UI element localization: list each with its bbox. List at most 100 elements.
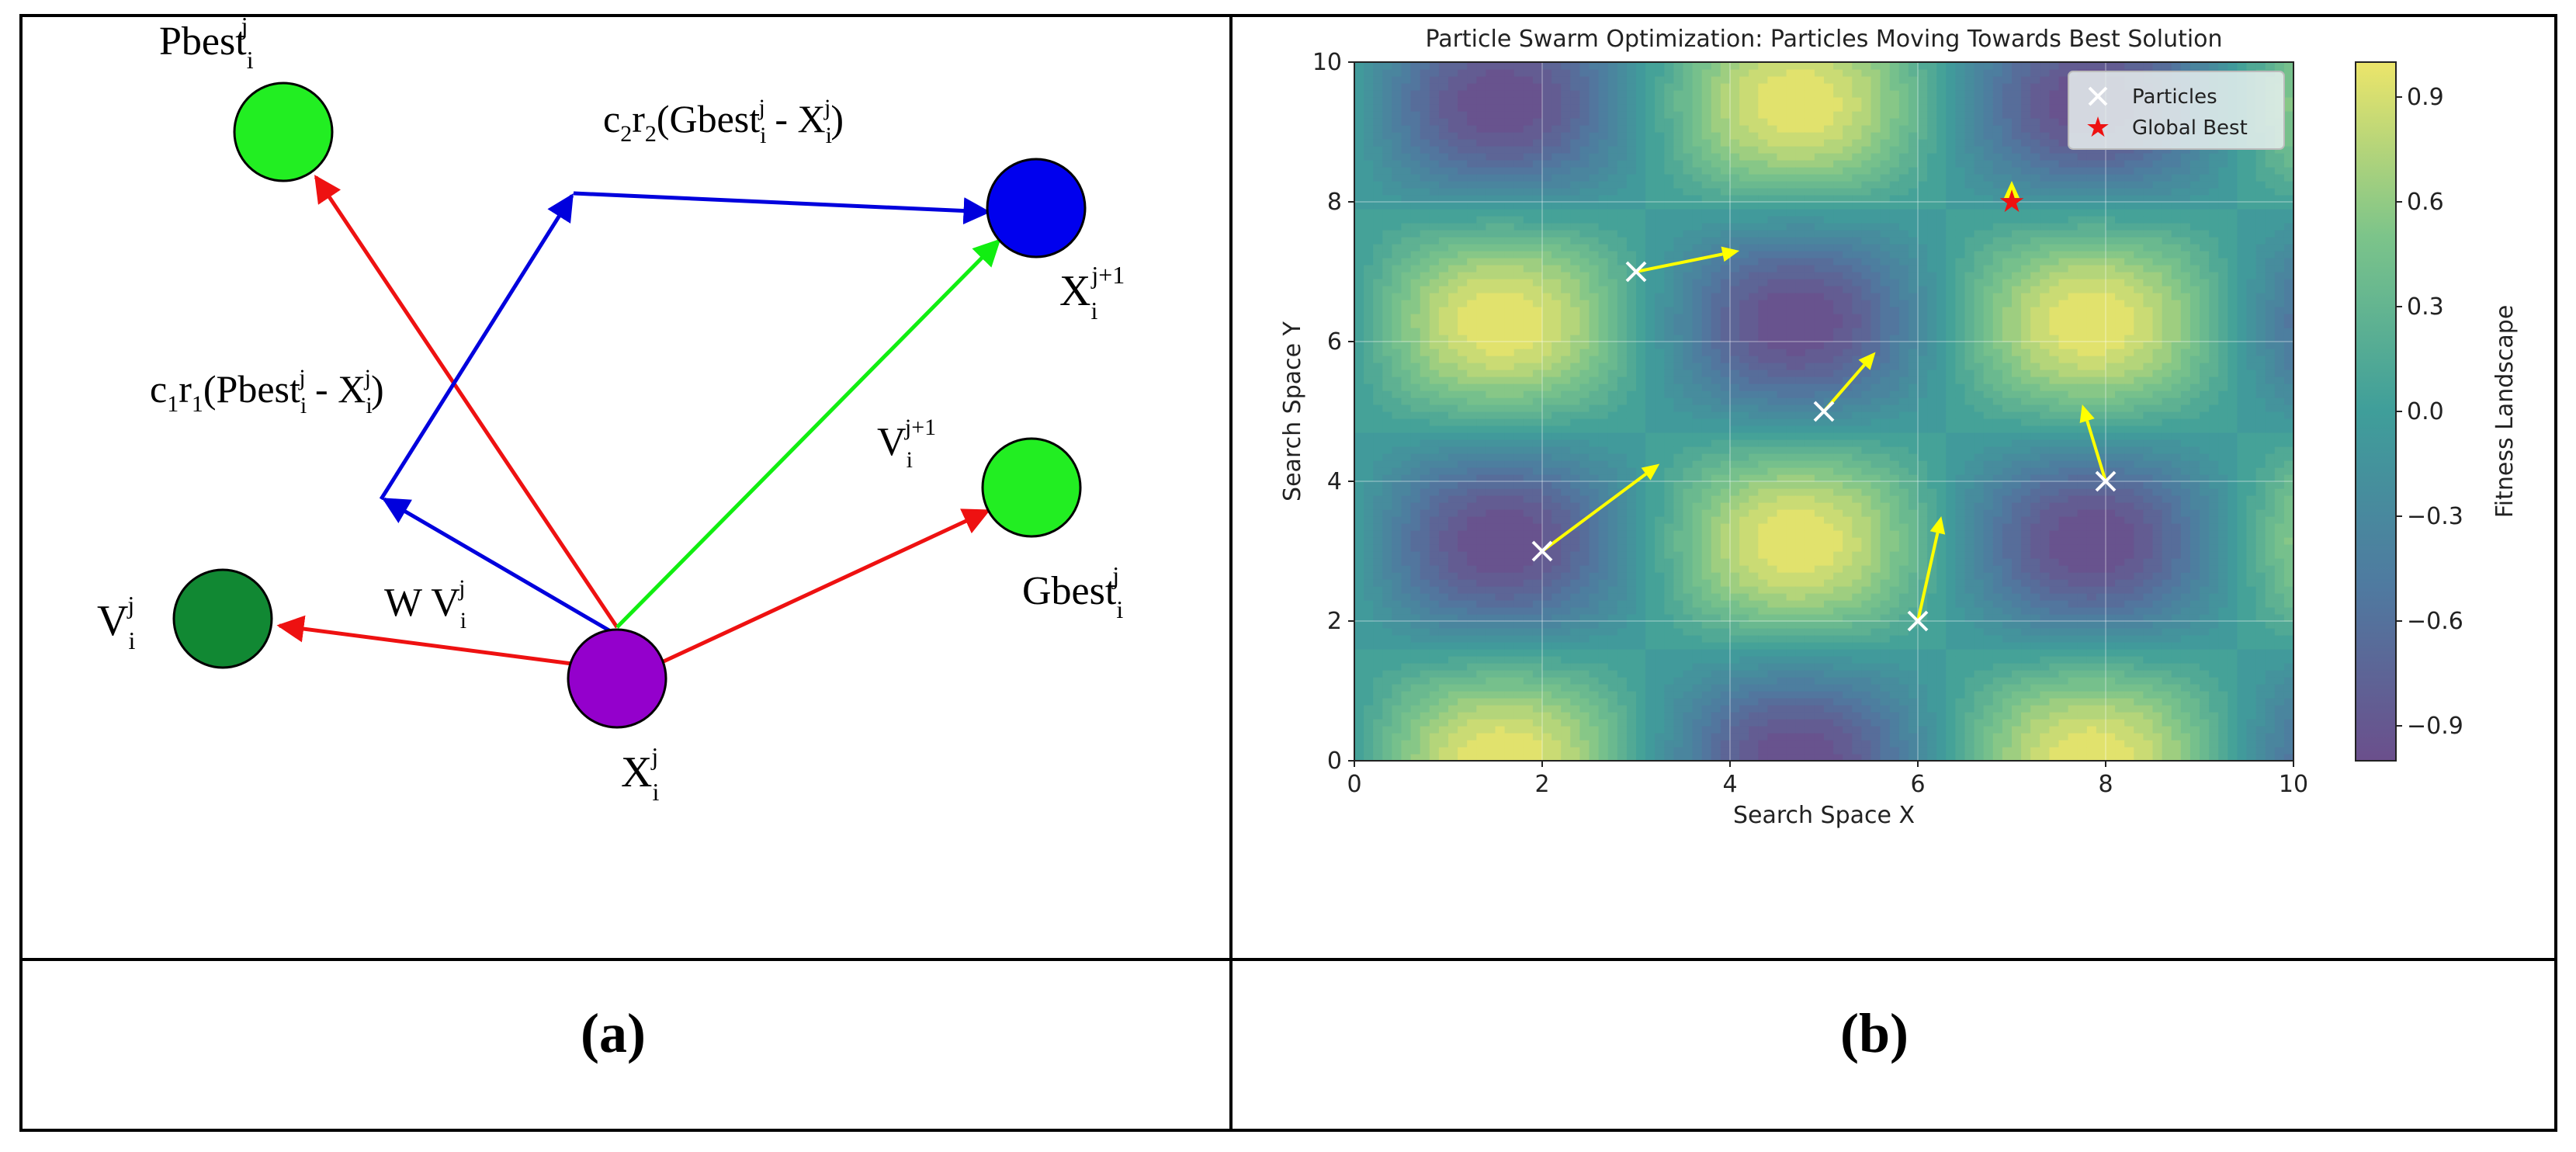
- contour-cell: [1448, 146, 1458, 154]
- contour-cell: [1570, 356, 1580, 363]
- contour-cell: [1607, 146, 1618, 154]
- contour-cell: [1758, 335, 1768, 342]
- contour-cell: [1758, 174, 1768, 182]
- contour-cell: [1645, 293, 1656, 300]
- contour-cell: [1382, 104, 1392, 112]
- contour-cell: [1476, 132, 1486, 140]
- contour-cell: [1561, 258, 1571, 265]
- contour-cell: [1513, 153, 1524, 161]
- contour-cell: [1570, 174, 1580, 182]
- contour-cell: [1805, 474, 1815, 482]
- contour-cell: [1476, 425, 1486, 433]
- contour-cell: [1730, 335, 1740, 342]
- contour-cell: [1410, 83, 1421, 91]
- contour-cell: [1720, 558, 1731, 566]
- contour-cell: [1364, 425, 1374, 433]
- contour-cell: [1467, 495, 1477, 503]
- contour-cell: [1655, 551, 1665, 559]
- contour-cell: [1458, 160, 1468, 168]
- contour-cell: [1692, 258, 1703, 265]
- contour-cell: [1767, 663, 1778, 671]
- contour-cell: [1758, 516, 1768, 524]
- contour-cell: [1701, 712, 1712, 720]
- contour-cell: [1607, 593, 1618, 601]
- contour-cell: [1692, 488, 1703, 496]
- contour-cell: [1354, 132, 1364, 140]
- contour-cell: [1777, 537, 1787, 545]
- contour-cell: [1645, 425, 1656, 433]
- contour-cell: [1777, 174, 1787, 182]
- contour-cell: [1579, 523, 1590, 531]
- contour-cell: [1617, 446, 1628, 454]
- contour-cell: [1655, 272, 1665, 279]
- contour-cell: [1720, 453, 1731, 461]
- contour-cell: [1448, 209, 1458, 217]
- contour-cell: [1551, 565, 1562, 573]
- contour-cell: [1513, 593, 1524, 601]
- contour-cell: [1467, 418, 1477, 426]
- contour-cell: [1739, 272, 1749, 279]
- contour-cell: [1589, 383, 1600, 391]
- contour-cell: [1767, 167, 1778, 175]
- contour-cell: [1551, 670, 1562, 678]
- contour-cell: [1645, 356, 1656, 363]
- contour-cell: [1730, 118, 1740, 126]
- contour-cell: [1467, 153, 1477, 161]
- contour-cell: [1664, 174, 1674, 182]
- contour-cell: [1523, 230, 1534, 238]
- contour-cell: [1420, 223, 1430, 231]
- contour-cell: [1711, 356, 1721, 363]
- contour-cell: [1354, 460, 1364, 468]
- contour-cell: [1410, 740, 1421, 748]
- contour-cell: [1438, 335, 1449, 342]
- contour-cell: [1626, 376, 1637, 384]
- contour-cell: [1364, 698, 1374, 706]
- contour-cell: [1486, 460, 1496, 468]
- contour-cell: [1532, 481, 1543, 489]
- contour-cell: [1392, 335, 1402, 342]
- contour-cell: [1542, 363, 1552, 370]
- contour-cell: [1767, 439, 1778, 447]
- contour-cell: [1401, 614, 1412, 622]
- contour-cell: [1448, 418, 1458, 426]
- contour-cell: [1579, 230, 1590, 238]
- contour-cell: [1767, 677, 1778, 685]
- contour-cell: [1570, 370, 1580, 377]
- contour-cell: [1551, 356, 1562, 363]
- contour-cell: [1758, 579, 1768, 587]
- contour-cell: [1579, 558, 1590, 566]
- contour-cell: [1438, 167, 1449, 175]
- contour-cell: [1382, 418, 1392, 426]
- contour-cell: [1467, 195, 1477, 203]
- contour-cell: [1749, 579, 1759, 587]
- contour-cell: [1476, 579, 1486, 587]
- contour-cell: [1354, 195, 1364, 203]
- contour-cell: [1495, 83, 1506, 91]
- contour-cell: [1364, 104, 1374, 112]
- contour-cell: [1711, 446, 1721, 454]
- contour-cell: [1532, 314, 1543, 321]
- contour-cell: [1626, 404, 1637, 412]
- contour-cell: [1805, 586, 1815, 594]
- contour-cell: [1730, 328, 1740, 335]
- contour-cell: [1673, 146, 1684, 154]
- contour-cell: [1458, 111, 1468, 119]
- contour-cell: [1542, 160, 1552, 168]
- contour-cell: [1795, 223, 1806, 231]
- contour-cell: [1448, 363, 1458, 370]
- contour-cell: [1561, 635, 1571, 643]
- blue-arrow-cognitive: [379, 193, 574, 501]
- contour-cell: [1701, 628, 1712, 636]
- contour-cell: [1720, 460, 1731, 468]
- contour-cell: [1495, 216, 1506, 224]
- contour-cell: [1448, 139, 1458, 147]
- contour-cell: [1458, 488, 1468, 496]
- contour-cell: [1410, 656, 1421, 664]
- contour-cell: [1438, 300, 1449, 307]
- contour-cell: [1513, 307, 1524, 314]
- contour-cell: [1570, 321, 1580, 328]
- contour-cell: [1448, 488, 1458, 496]
- contour-cell: [1392, 551, 1402, 559]
- contour-cell: [1664, 663, 1674, 671]
- contour-cell: [1683, 97, 1694, 105]
